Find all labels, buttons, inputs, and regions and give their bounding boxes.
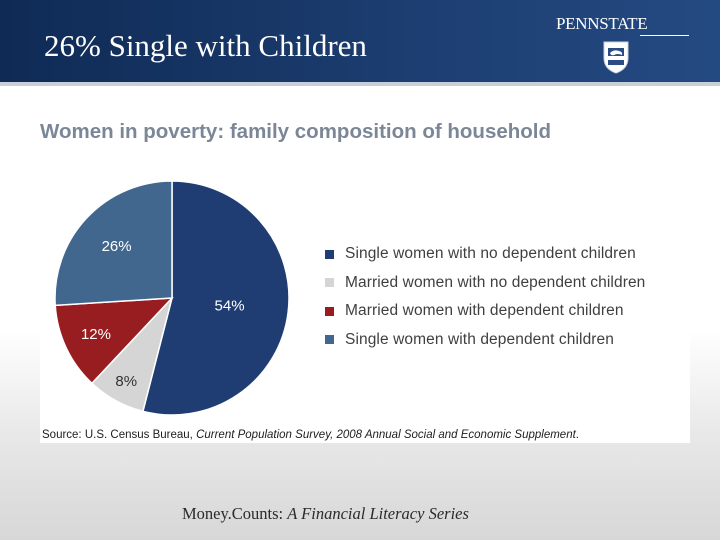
legend-swatch [325,335,334,345]
footer-prefix: Money.Counts: [182,504,288,523]
title-bar: 26% Single with Children PENNSTATE [0,0,720,86]
footer-series-title: Money.Counts: A Financial Literacy Serie… [182,504,469,524]
legend-label: Single women with dependent children [345,330,614,348]
pie-chart: 54% 8% 12% 26% [54,180,290,416]
legend-item: Single women with dependent children [325,326,645,355]
legend-swatch [325,249,334,259]
legend-swatch [325,306,334,316]
legend-item: Married women with dependent children [325,297,645,326]
pie-slice-single-women-with-no-dependent-children [141,180,290,416]
slide-title: 26% Single with Children [44,28,367,63]
pie-slice-value-label: 8% [115,373,137,390]
chart-legend: Single women with no dependent children M… [325,240,645,354]
pie-slice-value-label: 26% [102,238,132,255]
penn-state-logo: PENNSTATE [556,14,690,74]
legend-label: Single women with no dependent children [345,245,636,263]
legend-label: Married women with no dependent children [345,273,646,291]
logo-wordmark: PENNSTATE [556,14,648,33]
pie-slice-married-women-with-dependent-children [54,297,174,385]
chart-panel: Women in poverty: family composition of … [40,110,690,443]
chart-source: Source: U.S. Census Bureau, Current Popu… [42,429,579,441]
logo-rule [640,35,689,36]
footer-series-name: A Financial Literacy Series [287,504,469,523]
chart-title: Women in poverty: family composition of … [40,120,552,143]
source-publication: Current Population Survey, 2008 Annual S… [196,429,576,441]
source-prefix: Source: U.S. Census Bureau, [42,429,197,441]
nittany-lion-shield-icon [603,41,629,74]
legend-swatch [325,278,334,288]
legend-item: Married women with no dependent children [325,269,645,298]
legend-item: Single women with no dependent children [325,240,645,269]
source-suffix: . [575,429,579,441]
pie-slice-value-label: 54% [215,297,245,314]
legend-label: Married women with dependent children [345,302,624,320]
pie-slice-value-label: 12% [81,326,111,343]
pie-slice-single-women-with-dependent-children [54,180,173,307]
